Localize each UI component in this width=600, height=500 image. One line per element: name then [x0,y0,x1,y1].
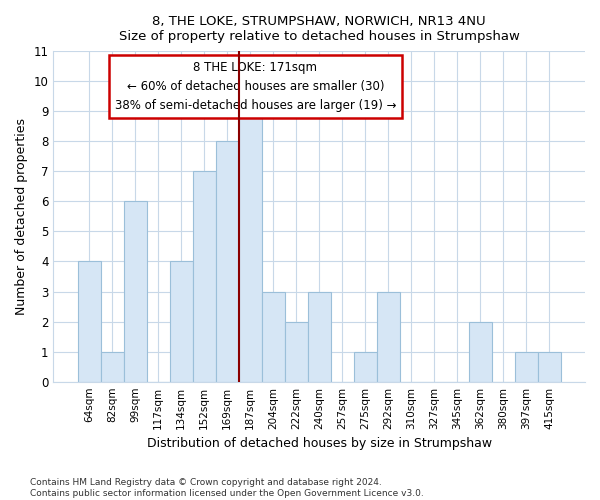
Bar [124,202,146,382]
Text: 8 THE LOKE: 171sqm
← 60% of detached houses are smaller (30)
38% of semi-detache: 8 THE LOKE: 171sqm ← 60% of detached hou… [115,61,396,112]
Bar [77,262,101,382]
Bar [377,292,400,382]
Bar [101,352,124,382]
X-axis label: Distribution of detached houses by size in Strumpshaw: Distribution of detached houses by size … [146,437,492,450]
Bar [262,292,284,382]
Bar [469,322,492,382]
Bar [308,292,331,382]
Bar [515,352,538,382]
Title: 8, THE LOKE, STRUMPSHAW, NORWICH, NR13 4NU
Size of property relative to detached: 8, THE LOKE, STRUMPSHAW, NORWICH, NR13 4… [119,15,520,43]
Bar [193,172,215,382]
Bar [284,322,308,382]
Bar [215,142,239,382]
Text: Contains HM Land Registry data © Crown copyright and database right 2024.
Contai: Contains HM Land Registry data © Crown c… [30,478,424,498]
Bar [354,352,377,382]
Bar [239,111,262,382]
Bar [170,262,193,382]
Y-axis label: Number of detached properties: Number of detached properties [15,118,28,315]
Bar [538,352,561,382]
